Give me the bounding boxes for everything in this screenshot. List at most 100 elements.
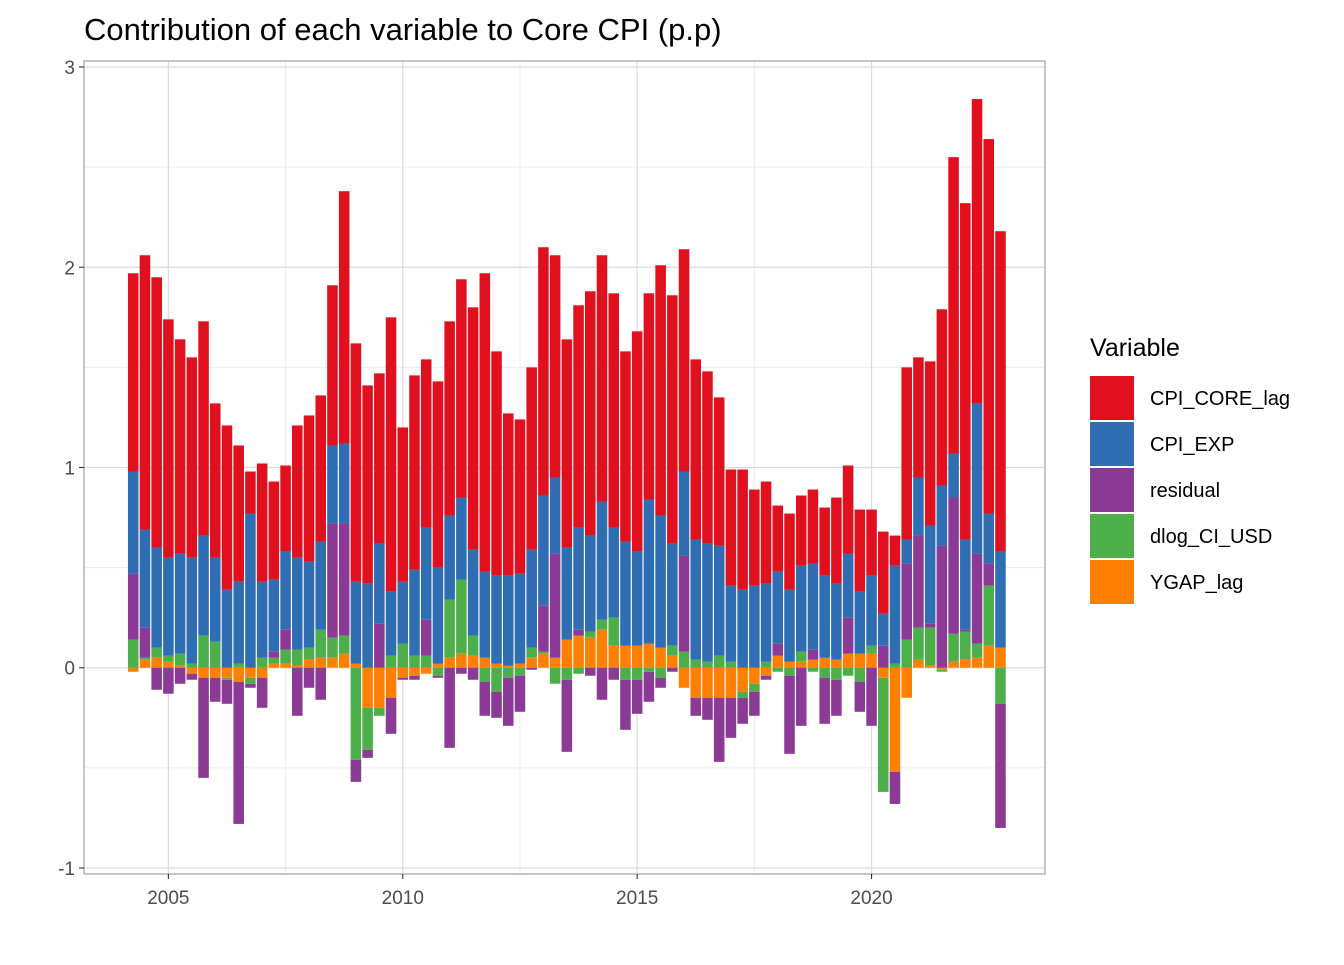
bar-cpi-exp [256,581,268,658]
bar-cpi-core-lag [245,471,256,514]
bar-dlog-ci-usd [209,641,221,668]
bar-residual [713,697,725,762]
bar-cpi-core-lag [268,481,280,580]
bar-ygap-lag [842,653,854,668]
bar-dlog-ci-usd [936,669,948,672]
bar-cpi-exp [948,453,959,498]
bar-ygap-lag [151,657,162,668]
bar-ygap-lag [643,643,655,668]
bar-residual [432,675,444,678]
bar-cpi-core-lag [186,357,198,558]
bar-cpi-exp [667,543,678,646]
bar-ygap-lag [667,655,678,668]
bar-cpi-core-lag [655,265,666,516]
bar-cpi-core-lag [409,375,420,570]
bar-layer [127,99,1006,828]
legend-swatch [1090,514,1134,558]
bar-ygap-lag [502,665,514,668]
bar-residual [772,643,784,656]
bar-cpi-core-lag [737,469,748,590]
bar-residual [784,675,795,754]
bar-ygap-lag [995,647,1006,668]
bar-cpi-core-lag [233,445,244,582]
bar-ygap-lag [983,645,995,668]
bar-cpi-core-lag [338,191,350,444]
bar-dlog-ci-usd [456,579,467,654]
bar-dlog-ci-usd [737,691,748,698]
bar-ygap-lag [174,665,186,668]
bar-residual [983,563,995,586]
bar-residual [467,667,479,680]
bar-cpi-core-lag [374,373,385,544]
bar-residual [690,697,702,716]
bar-dlog-ci-usd [678,651,690,668]
bar-cpi-exp [151,547,162,648]
bar-dlog-ci-usd [608,617,619,646]
bar-ygap-lag [538,653,549,668]
bar-cpi-core-lag [292,425,303,558]
bar-residual [444,667,455,748]
bar-dlog-ci-usd [573,667,584,674]
bar-ygap-lag [549,657,561,668]
bar-cpi-exp [432,567,444,664]
bar-cpi-exp [456,497,467,580]
bar-cpi-core-lag [760,481,772,584]
bar-cpi-exp [901,539,912,564]
bar-residual [409,675,420,680]
bar-residual [643,671,655,702]
bar-cpi-exp [749,585,760,668]
bar-ygap-lag [233,667,244,682]
x-tick-label: 2015 [616,888,658,909]
bar-ygap-lag [268,663,280,668]
bar-residual [456,667,467,674]
legend-title: Variable [1090,334,1180,362]
axis-layer: -1 0 1 2 3 2005 2010 2015 2020 [58,58,893,909]
bar-cpi-core-lag [491,351,502,576]
bar-dlog-ci-usd [374,707,385,716]
bar-cpi-exp [467,549,479,636]
bar-ygap-lag [608,645,619,668]
legend-label: YGAP_lag [1150,572,1243,594]
bar-residual [585,667,596,676]
bar-residual [878,645,889,668]
bar-ygap-lag [127,667,139,672]
bar-cpi-exp [385,591,397,656]
bar-residual [655,677,666,688]
bar-residual [350,759,362,782]
bar-ygap-lag [362,667,373,708]
bar-cpi-exp [127,471,139,574]
bar-cpi-exp [561,547,573,640]
chart-title: Contribution of each variable to Core CP… [84,12,722,47]
bar-ygap-lag [327,657,338,668]
bar-dlog-ci-usd [948,633,959,662]
bar-cpi-core-lag [151,277,162,548]
bar-cpi-core-lag [139,255,151,530]
bar-cpi-exp [983,513,995,564]
bar-cpi-core-lag [807,489,819,564]
bar-dlog-ci-usd [432,667,444,676]
bar-ygap-lag [866,653,877,668]
bar-cpi-exp [643,499,655,644]
bar-cpi-core-lag [479,273,491,572]
bar-ygap-lag [713,667,725,698]
bar-residual [737,697,748,724]
bar-residual [819,677,830,724]
bar-ygap-lag [760,667,772,676]
bar-ygap-lag [936,667,948,670]
bar-dlog-ci-usd [409,655,420,668]
bar-dlog-ci-usd [842,667,854,676]
bar-ygap-lag [350,663,362,668]
bar-dlog-ci-usd [760,661,772,668]
bar-dlog-ci-usd [467,635,479,656]
bar-cpi-core-lag [256,463,268,582]
bar-cpi-core-lag [831,497,842,584]
bar-cpi-core-lag [713,397,725,546]
bar-cpi-exp [889,565,901,664]
bar-ygap-lag [186,667,198,674]
bar-ygap-lag [479,657,491,668]
bar-residual [913,535,924,628]
bar-cpi-core-lag [842,465,854,554]
bar-cpi-exp [233,581,244,664]
bar-dlog-ci-usd [878,677,889,792]
bar-residual [960,629,971,632]
